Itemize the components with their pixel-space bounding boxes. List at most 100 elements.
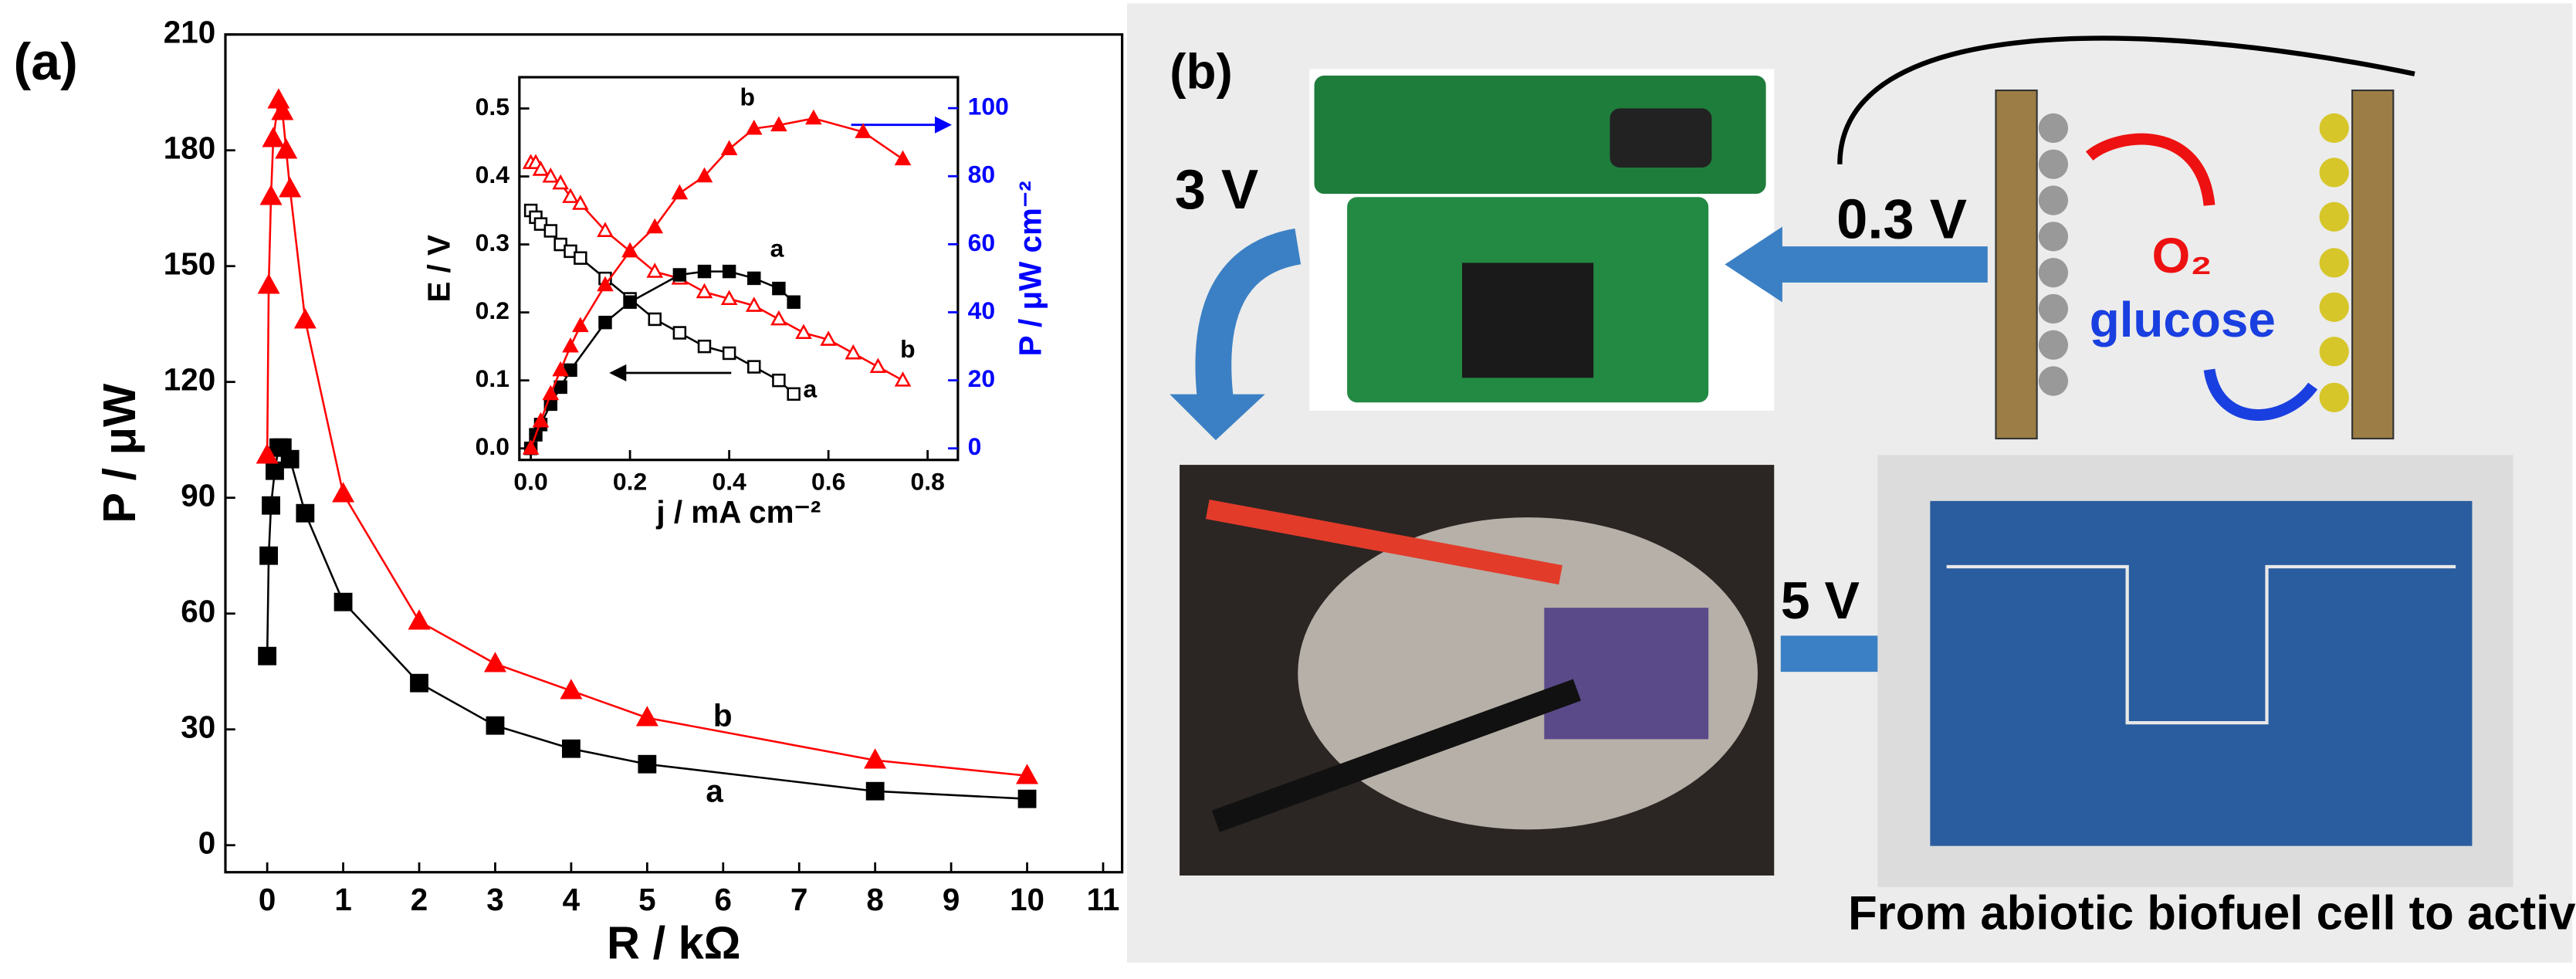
particles bbox=[2038, 113, 2349, 413]
marker bbox=[279, 177, 302, 198]
y2-tick-label: 80 bbox=[968, 161, 995, 188]
probe bbox=[1211, 679, 1582, 832]
probe bbox=[1205, 499, 1563, 585]
plot-frame bbox=[224, 33, 1124, 874]
marker bbox=[542, 384, 560, 401]
marker bbox=[1017, 789, 1037, 808]
flow-arrow-head bbox=[1170, 394, 1265, 441]
y2-tick-label: 100 bbox=[968, 93, 1009, 120]
marker bbox=[564, 244, 577, 259]
marker bbox=[296, 503, 315, 523]
y2-axis-title: P / μW cm⁻² bbox=[1012, 181, 1048, 356]
marker bbox=[646, 263, 664, 278]
marker bbox=[293, 308, 316, 329]
marker bbox=[770, 310, 787, 326]
marker bbox=[894, 150, 912, 166]
waveform bbox=[1946, 564, 2456, 725]
y-axis-title: E / V bbox=[421, 235, 457, 303]
series-label: b bbox=[713, 697, 733, 733]
marker bbox=[486, 716, 505, 735]
y-tick-label: 30 bbox=[181, 709, 215, 744]
marker bbox=[864, 748, 887, 769]
series-label: a bbox=[804, 374, 817, 402]
series-line bbox=[530, 117, 904, 449]
y-tick-label: 0.3 bbox=[476, 229, 509, 256]
x-tick-label: 0.6 bbox=[811, 467, 845, 495]
marker bbox=[747, 271, 761, 286]
marker bbox=[696, 283, 713, 299]
x-tick-label: 5 bbox=[638, 882, 655, 917]
marker bbox=[648, 312, 662, 327]
flow-arrow bbox=[1195, 229, 1302, 405]
marker bbox=[533, 217, 548, 231]
y-tick-label: 180 bbox=[164, 130, 215, 165]
y-tick-label: 0 bbox=[198, 825, 215, 860]
marker bbox=[280, 449, 300, 469]
chip bbox=[1462, 263, 1594, 378]
x-tick-label: 4 bbox=[563, 882, 581, 917]
y2-tick-label: 0 bbox=[968, 432, 982, 460]
marker bbox=[258, 646, 277, 666]
x-tick-label: 10 bbox=[1010, 882, 1044, 917]
marker bbox=[598, 315, 612, 330]
y-tick-label: 120 bbox=[164, 361, 215, 397]
panel-label: (a) bbox=[14, 32, 78, 91]
marker bbox=[552, 174, 569, 190]
x-tick-label: 0.2 bbox=[613, 467, 647, 495]
marker bbox=[635, 706, 658, 727]
marker bbox=[572, 195, 589, 210]
y2-tick-label: 60 bbox=[968, 229, 995, 256]
caption: From abiotic biofuel cell to active pace… bbox=[1848, 886, 2576, 940]
series-line bbox=[266, 446, 1027, 800]
y-tick-label: 0.1 bbox=[476, 364, 509, 392]
x-tick-label: 1 bbox=[334, 882, 351, 917]
marker bbox=[770, 116, 787, 132]
marker bbox=[522, 439, 540, 455]
marker bbox=[597, 276, 614, 292]
marker bbox=[671, 184, 689, 200]
marker bbox=[562, 188, 579, 203]
marker bbox=[552, 361, 569, 377]
voltage-label: 5 V bbox=[1781, 571, 1860, 630]
x-tick-label: 0 bbox=[259, 882, 276, 917]
marker bbox=[333, 592, 353, 611]
marker bbox=[805, 109, 822, 125]
series-line bbox=[266, 100, 1027, 777]
marker bbox=[275, 138, 298, 159]
x-tick-label: 8 bbox=[866, 882, 883, 917]
y-axis-title: P / μW bbox=[93, 383, 145, 523]
panel-label: (b) bbox=[1170, 44, 1232, 100]
marker bbox=[532, 161, 550, 176]
marker bbox=[745, 296, 763, 312]
x-tick-label: 0.4 bbox=[712, 467, 746, 495]
marker bbox=[720, 140, 738, 155]
marker bbox=[745, 119, 763, 135]
x-tick-label: 9 bbox=[943, 882, 960, 917]
x-tick-label: 3 bbox=[486, 882, 503, 917]
y-tick-label: 0.4 bbox=[476, 161, 510, 188]
y2-tick-label: 40 bbox=[968, 296, 995, 324]
marker bbox=[553, 380, 567, 395]
marker bbox=[271, 100, 294, 120]
marker bbox=[747, 360, 761, 374]
marker bbox=[772, 373, 786, 388]
marker bbox=[553, 237, 567, 252]
wire bbox=[1837, 36, 2415, 164]
marker bbox=[855, 123, 872, 138]
reaction-arrow bbox=[2085, 133, 2215, 206]
y-tick-label: 60 bbox=[181, 593, 215, 628]
y-tick-label: 0.5 bbox=[476, 93, 509, 120]
marker bbox=[1016, 764, 1039, 784]
series-label: a bbox=[706, 774, 723, 809]
plot-frame bbox=[518, 76, 960, 462]
marker bbox=[543, 224, 558, 238]
marker bbox=[262, 496, 280, 515]
marker bbox=[256, 443, 279, 464]
panel-b: (b) 3 V 0.3 V O₂ glucose 5 V Fro bbox=[1127, 3, 2576, 963]
marker bbox=[722, 346, 736, 361]
marker bbox=[257, 273, 280, 294]
marker bbox=[697, 339, 712, 354]
marker bbox=[697, 264, 712, 279]
marker bbox=[623, 295, 637, 309]
